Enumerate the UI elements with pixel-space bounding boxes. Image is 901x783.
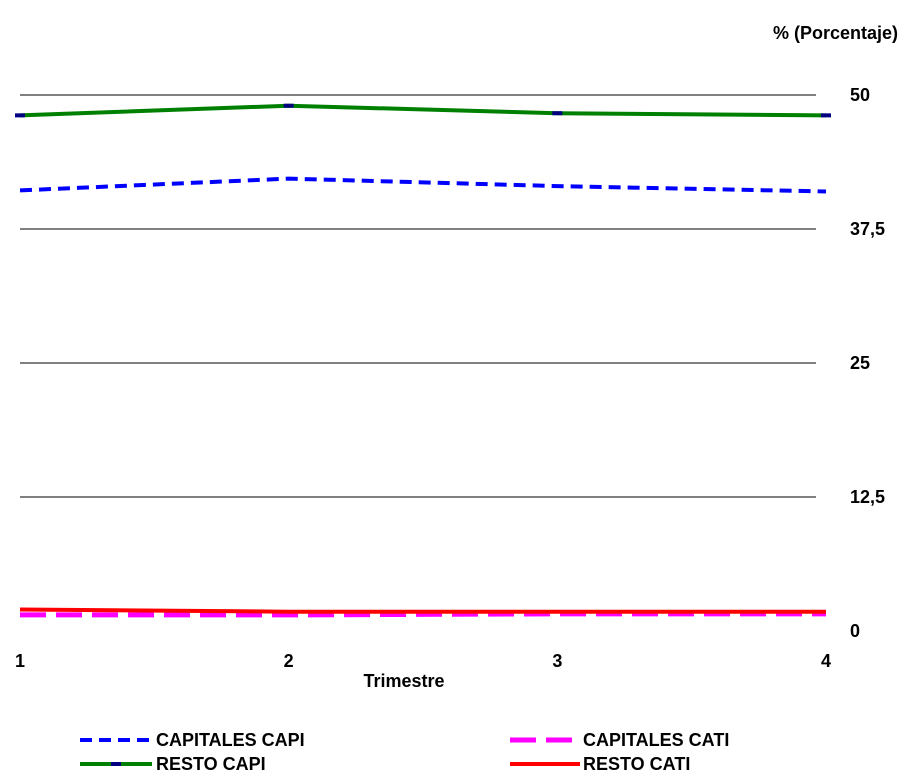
legend-label: RESTO CAPI	[156, 754, 266, 774]
x-tick-label: 3	[552, 651, 562, 671]
x-axis-title: Trimestre	[363, 671, 444, 691]
legend-item: RESTO CAPI	[80, 754, 266, 774]
y-tick-label: 0	[850, 621, 860, 641]
y-tick-label: 50	[850, 85, 870, 105]
y-tick-label: 37,5	[850, 219, 885, 239]
y-axis-title: % (Porcentaje)	[773, 23, 898, 43]
gridlines	[20, 94, 816, 498]
series-lines	[19, 103, 827, 618]
series-line-resto-capi	[19, 103, 827, 118]
x-tick-label: 2	[284, 651, 294, 671]
legend: CAPITALES CAPI CAPITALES CATI RESTO CAPI RE…	[80, 730, 729, 774]
legend-label: CAPITALES CATI	[583, 730, 729, 750]
legend-label: RESTO CATI	[583, 754, 690, 774]
legend-label: CAPITALES CAPI	[156, 730, 305, 750]
y-tick-label: 12,5	[850, 487, 885, 507]
x-axis-ticks: 1 2 3 4	[15, 651, 831, 671]
legend-item: RESTO CATI	[510, 754, 690, 774]
legend-item: CAPITALES CATI	[510, 730, 729, 750]
x-tick-label: 1	[15, 651, 25, 671]
legend-item: CAPITALES CAPI	[80, 730, 305, 750]
series-markers	[15, 103, 831, 118]
y-tick-label: 25	[850, 353, 870, 373]
series-line-capitales-capi	[19, 176, 827, 194]
x-tick-label: 4	[821, 651, 831, 671]
series-line-resto-cati	[19, 607, 826, 614]
y-axis-ticks: 0 12,5 25 37,5 50	[850, 85, 885, 641]
series-line-capitales-cati	[20, 611, 826, 618]
